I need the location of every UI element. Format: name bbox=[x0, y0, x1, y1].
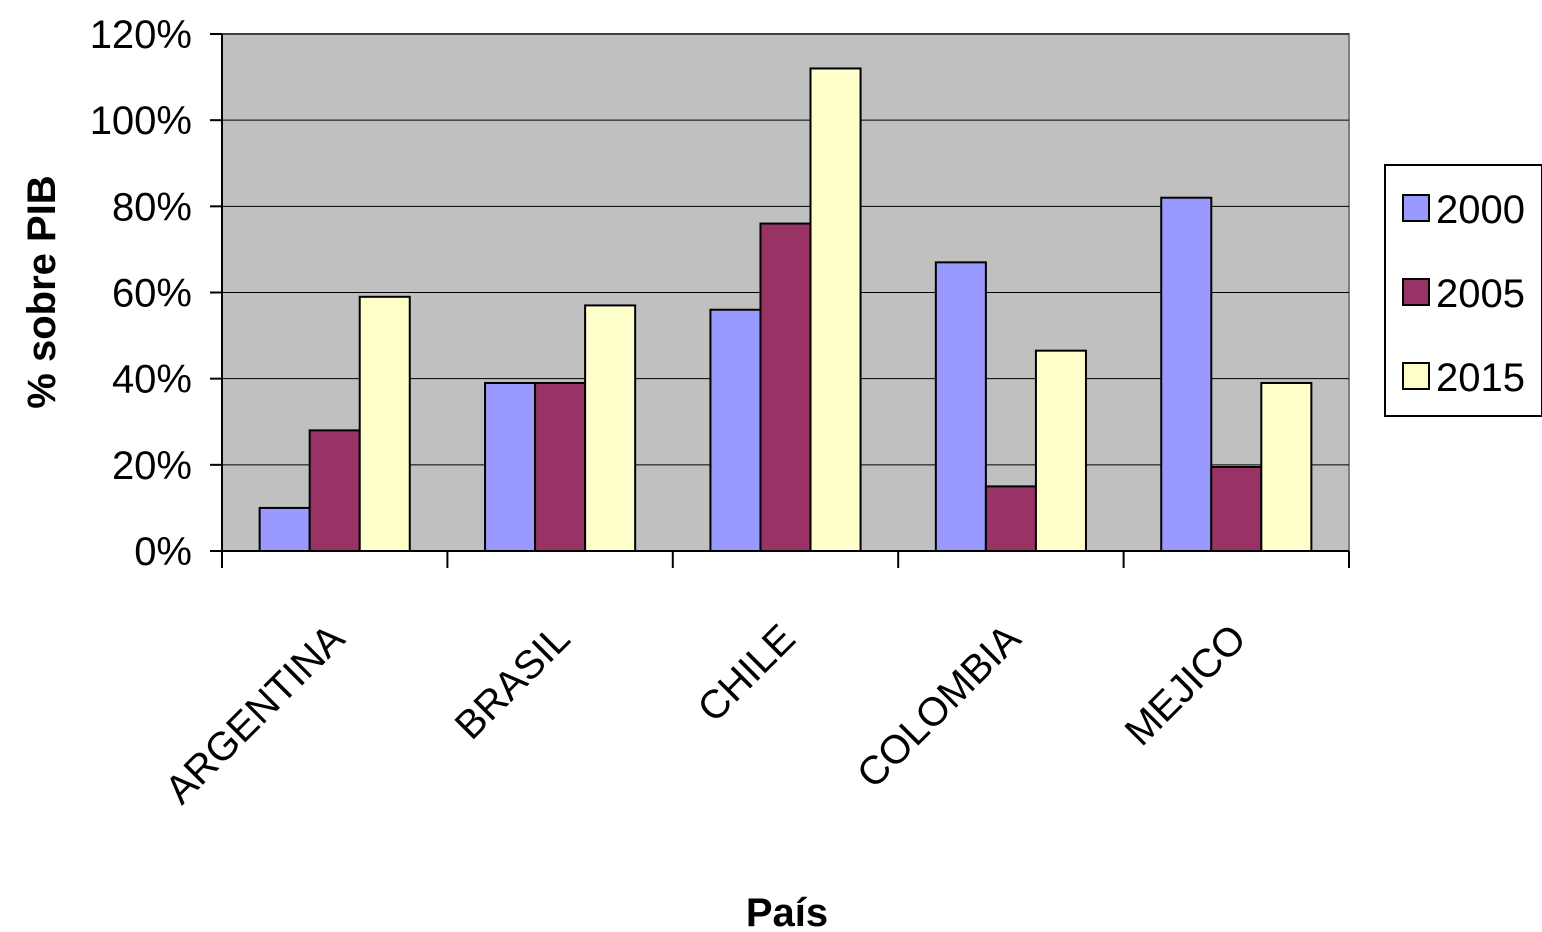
x-category-label: MEJICO bbox=[1117, 616, 1255, 754]
bar-brasil-2000 bbox=[484, 381, 537, 552]
x-axis-title: País bbox=[746, 891, 828, 932]
y-tick-label: 20% bbox=[112, 444, 192, 488]
x-category-label: CHILE bbox=[689, 616, 803, 730]
legend-swatch-2005 bbox=[1402, 278, 1430, 306]
bar-colombia-2015 bbox=[1034, 349, 1087, 552]
legend-label-2015: 2015 bbox=[1436, 356, 1525, 400]
x-category-label: COLOMBIA bbox=[849, 616, 1030, 797]
legend: 2000 2005 2015 bbox=[1384, 164, 1542, 417]
x-category-label: BRASIL bbox=[447, 616, 579, 748]
bar-chile-2015 bbox=[809, 67, 862, 552]
y-tick-label: 120% bbox=[90, 13, 192, 57]
bar-chile-2000 bbox=[709, 308, 762, 552]
x-category-label: ARGENTINA bbox=[157, 616, 353, 812]
y-tick-label: 0% bbox=[134, 530, 192, 574]
legend-swatch-2015 bbox=[1402, 362, 1430, 390]
bar-brasil-2015 bbox=[584, 304, 637, 552]
bar-mejico-2005 bbox=[1210, 465, 1263, 552]
bar-chile-2005 bbox=[759, 222, 812, 552]
legend-swatch-2000 bbox=[1402, 194, 1430, 222]
legend-label-2005: 2005 bbox=[1436, 272, 1525, 316]
x-category-labels: ARGENTINA BRASIL CHILE COLOMBIA MEJICO bbox=[157, 616, 1255, 812]
y-tick-label: 40% bbox=[112, 358, 192, 402]
bar-brasil-2005 bbox=[534, 381, 587, 552]
y-tick-labels: 0% 20% 40% 60% 80% 100% 120% bbox=[90, 13, 192, 574]
bar-mejico-2015 bbox=[1260, 381, 1313, 552]
axes bbox=[210, 33, 1350, 568]
y-axis-title: % sobre PIB bbox=[20, 175, 64, 408]
y-tick-label: 100% bbox=[90, 99, 192, 143]
bar-colombia-2005 bbox=[984, 485, 1037, 552]
y-tick-label: 60% bbox=[112, 272, 192, 316]
bar-argentina-2015 bbox=[358, 295, 411, 552]
bar-mejico-2000 bbox=[1160, 196, 1213, 552]
bars bbox=[258, 67, 1313, 552]
bar-argentina-2005 bbox=[308, 429, 361, 552]
bar-colombia-2000 bbox=[934, 261, 987, 552]
legend-label-2000: 2000 bbox=[1436, 188, 1525, 232]
bar-argentina-2000 bbox=[258, 506, 311, 552]
y-tick-label: 80% bbox=[112, 185, 192, 229]
